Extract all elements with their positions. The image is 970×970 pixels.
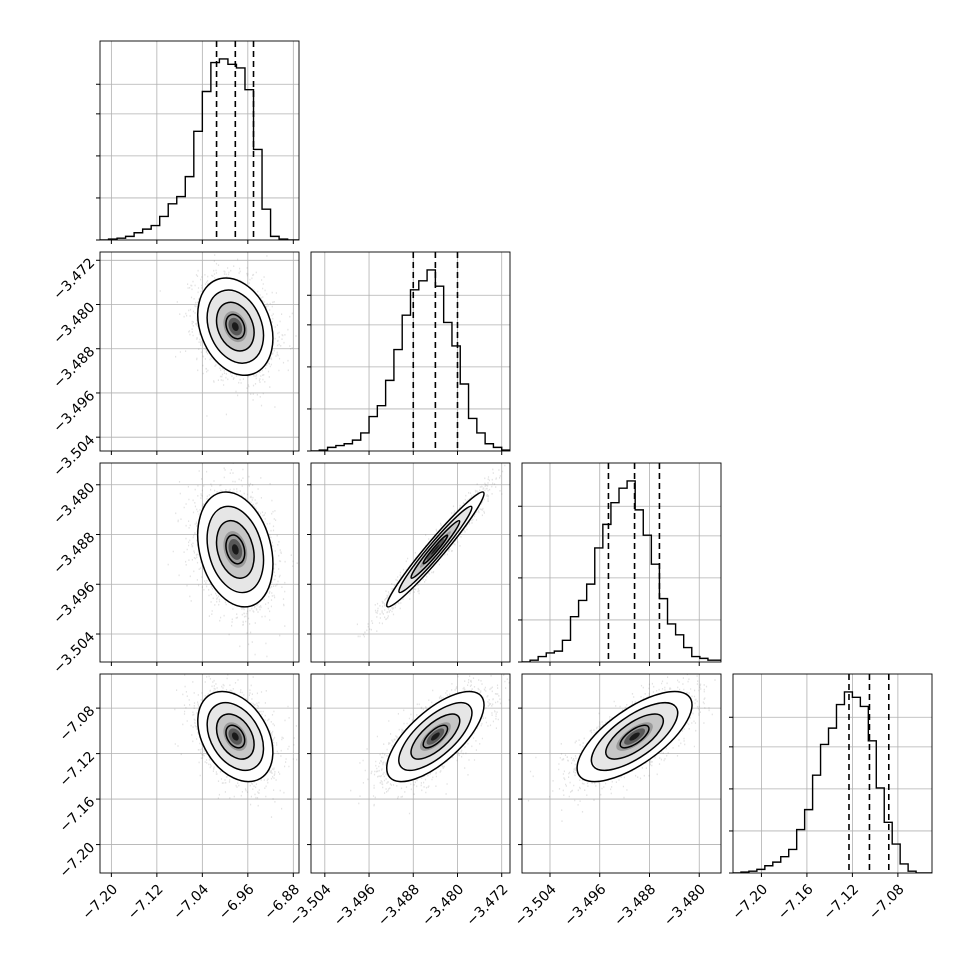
contour-line: [206, 505, 265, 594]
scatter-panel-2-1: [307, 462, 511, 666]
x-tick-label: −7.08: [866, 881, 908, 923]
x-tick-label: −3.472: [464, 881, 512, 929]
y-tick-label: −3.488: [50, 529, 98, 577]
contour-line: [410, 713, 461, 760]
y-tick-label: −3.496: [50, 579, 98, 627]
contour-line: [197, 690, 274, 783]
panel-frame: [732, 673, 933, 874]
contour-line: [385, 491, 485, 608]
panel-frame: [310, 673, 511, 874]
y-tick-label: −3.488: [50, 344, 98, 392]
histogram-panel-1: [307, 251, 511, 455]
contour-line: [225, 534, 246, 565]
y-tick-label: −3.480: [50, 299, 98, 347]
histogram-step-line: [733, 691, 932, 873]
density-level: [430, 732, 440, 741]
contour-line: [605, 713, 665, 760]
histogram-panel-2: [518, 462, 722, 666]
density-level: [231, 322, 239, 332]
x-tick-label: −3.480: [661, 881, 709, 929]
contour-line: [385, 690, 485, 783]
density-level: [430, 544, 440, 555]
y-tick-label: −7.08: [57, 703, 99, 745]
y-tick-label: −3.472: [50, 255, 98, 303]
contour-line: [215, 713, 255, 760]
x-tick-label: −7.20: [730, 881, 772, 923]
panel-frame: [310, 462, 511, 663]
contour-line: [398, 505, 473, 594]
y-tick-label: −3.504: [50, 432, 98, 480]
scatter-panel-3-0: [96, 673, 300, 877]
contour-line: [422, 534, 449, 565]
scatter-panel-2-0: [96, 462, 300, 666]
histogram-panel-3: [729, 673, 933, 877]
histogram-panel-0: [96, 40, 300, 244]
panel-frame: [99, 673, 300, 874]
x-tick-label: −7.12: [125, 881, 167, 923]
panel-frame: [521, 673, 722, 874]
density-level: [231, 544, 239, 555]
contour-line: [206, 289, 265, 364]
contour-line: [398, 702, 473, 772]
x-tick-label: −3.488: [611, 881, 659, 929]
x-tick-label: −7.04: [170, 881, 212, 923]
y-tick-label: −7.20: [57, 840, 99, 882]
x-tick-label: −3.480: [419, 881, 467, 929]
x-tick-label: −3.488: [375, 881, 423, 929]
y-tick-label: −7.12: [57, 749, 99, 791]
panel-frame: [310, 251, 511, 452]
contour-line: [422, 724, 449, 749]
x-tick-label: −3.504: [512, 881, 560, 929]
scatter-panel-3-2: [518, 673, 722, 877]
contour-line: [410, 519, 461, 579]
x-tick-label: −7.16: [775, 881, 817, 923]
contour-line: [576, 690, 693, 783]
panel-frame: [521, 462, 722, 663]
density-level: [629, 732, 640, 741]
contour-line: [619, 724, 650, 749]
panel-frame: [99, 40, 300, 241]
scatter-panel-1-0: [96, 251, 300, 455]
x-tick-label: −7.12: [821, 881, 863, 923]
y-tick-label: −3.480: [50, 480, 98, 528]
x-tick-label: −6.96: [216, 881, 258, 923]
histogram-step-line: [100, 58, 299, 240]
contour-line: [225, 313, 246, 340]
x-tick-label: −3.496: [331, 881, 379, 929]
panel-frame: [99, 462, 300, 663]
histogram-step-line: [522, 480, 721, 662]
contour-line: [215, 301, 255, 352]
y-tick-label: −3.504: [50, 629, 98, 677]
contour-line: [215, 519, 255, 579]
contour-line: [225, 724, 246, 749]
y-tick-label: −7.16: [57, 794, 99, 836]
contour-line: [206, 702, 265, 772]
x-tick-label: −3.496: [562, 881, 610, 929]
histogram-step-line: [311, 269, 510, 451]
contour-line: [590, 702, 679, 772]
panel-frame: [99, 251, 300, 452]
contour-line: [197, 491, 274, 608]
y-tick-label: −3.496: [50, 388, 98, 436]
contour-line: [197, 277, 274, 377]
x-tick-label: −7.20: [79, 881, 121, 923]
density-level: [231, 732, 239, 741]
scatter-panel-3-1: [307, 673, 511, 877]
